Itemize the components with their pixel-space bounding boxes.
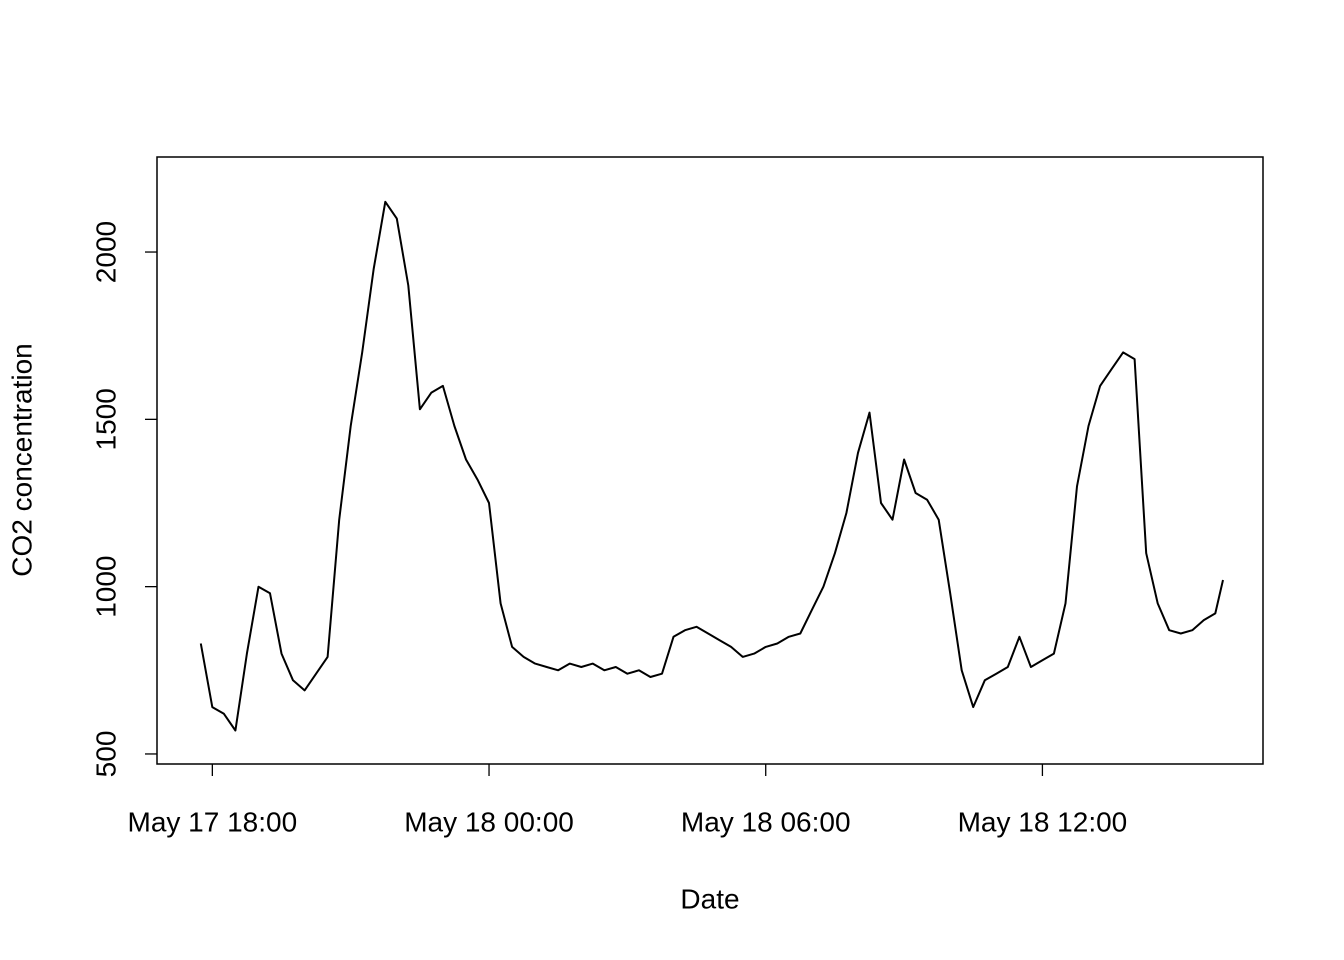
y-tick-label: 1500	[90, 388, 121, 450]
x-tick-label: May 17 18:00	[128, 806, 298, 837]
plot-frame	[156, 156, 1264, 765]
x-tick-label: May 18 06:00	[681, 806, 851, 837]
x-tick-label: May 18 12:00	[958, 806, 1128, 837]
x-tick-label: May 18 00:00	[404, 806, 574, 837]
x-axis-label: Date	[680, 883, 739, 914]
y-axis-label: CO2 concentration	[6, 343, 37, 576]
y-tick-label: 1000	[90, 556, 121, 618]
line	[199, 200, 1224, 732]
y-tick-label: 500	[90, 731, 121, 778]
y-tick-label: 2000	[90, 221, 121, 283]
